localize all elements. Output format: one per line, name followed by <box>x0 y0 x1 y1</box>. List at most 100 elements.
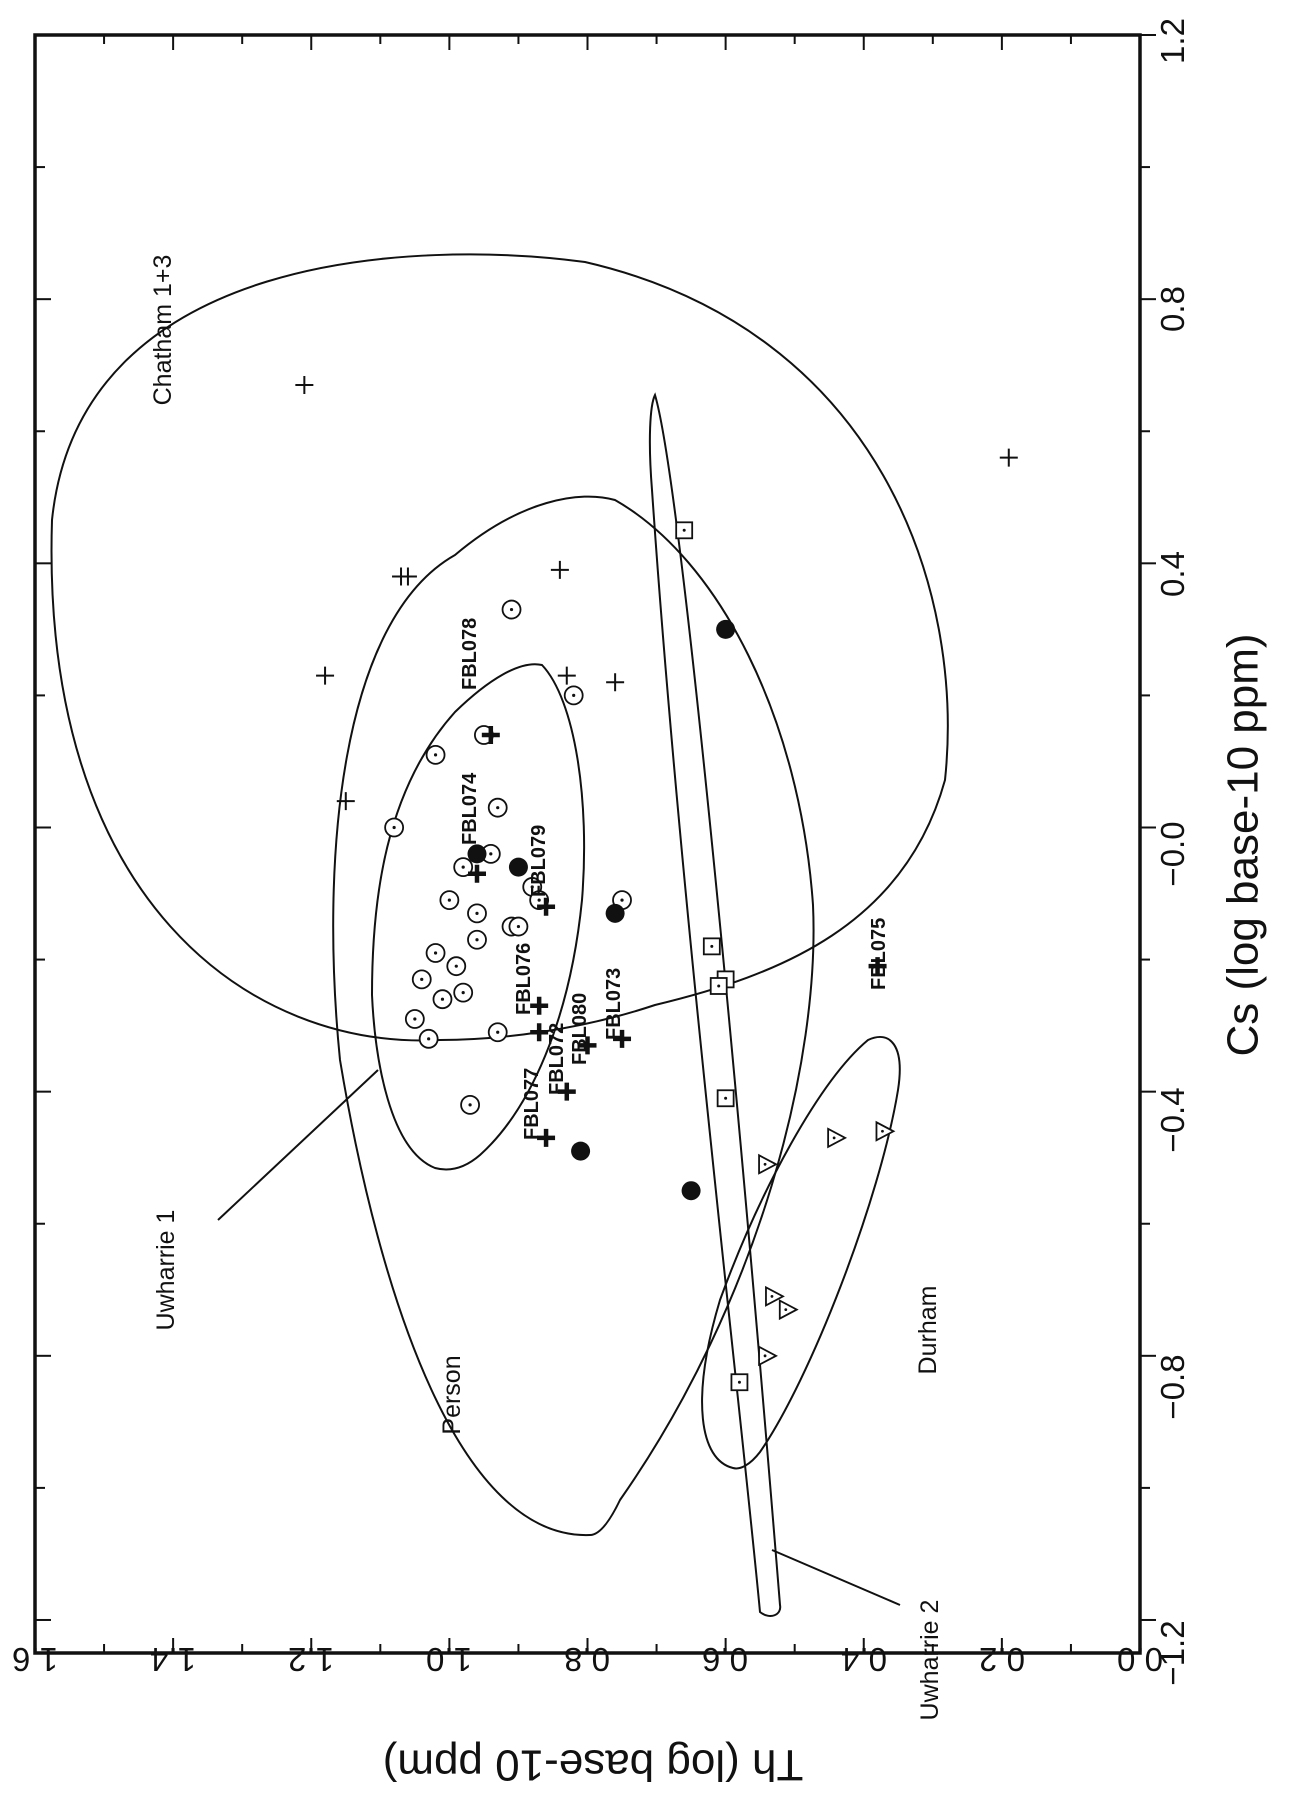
y-tick-label: 0.4 <box>1154 551 1191 597</box>
data-point-dotted-square <box>675 521 694 540</box>
data-point-dotted-square <box>730 1373 749 1392</box>
data-point-plus <box>606 673 625 692</box>
data-point-plus <box>316 666 335 685</box>
data-point-plus <box>398 567 417 586</box>
region-label-person: Person <box>438 1355 466 1434</box>
data-point-dotted-triangle <box>778 1299 799 1321</box>
sample-label: FBL077 <box>521 1068 543 1140</box>
data-point-dotted-circle <box>563 685 584 706</box>
data-point-dotted-square <box>702 937 721 956</box>
data-point-bold-plus <box>530 1023 549 1042</box>
data-point-bold-plus <box>468 864 486 883</box>
region-ellipses <box>50 253 949 1617</box>
data-point-bold-plus <box>530 996 549 1015</box>
y-axis-title: Cs (log base-10 ppm) <box>1219 633 1268 1056</box>
y-tick-label: −0.0 <box>1154 821 1191 886</box>
region-label-chatham: Chatham 1+3 <box>149 255 177 406</box>
x-tick-label: 1.0 <box>426 1641 472 1678</box>
data-point-dotted-circle <box>467 929 487 950</box>
data-point-dotted-square <box>716 1089 735 1108</box>
data-point-dotted-triangle <box>875 1120 896 1142</box>
x-axis-title: Th (log base-10 ppm) <box>383 1741 804 1790</box>
data-point-bold-plus <box>557 1082 576 1101</box>
data-point-dotted-circle <box>446 956 467 977</box>
sample-label: FBL073 <box>603 968 625 1040</box>
sample-label: FBL080 <box>569 993 591 1065</box>
data-point-bold-plus <box>868 957 887 976</box>
x-tick-label: 0.0 <box>1117 1641 1163 1678</box>
data-point-filled-circle <box>571 1141 591 1161</box>
y-tick-label: −0.8 <box>1154 1354 1191 1419</box>
sample-label: FBL074 <box>459 772 481 845</box>
x-tick-label: 1.2 <box>288 1641 334 1678</box>
data-point-bold-plus <box>537 897 556 916</box>
data-point-dotted-triangle <box>758 1153 778 1175</box>
sample-label: FBL076 <box>513 943 535 1015</box>
y-tick-label: 0.8 <box>1154 286 1191 332</box>
sample-label: FBL079 <box>528 825 550 897</box>
data-point-dotted-circle <box>460 1094 480 1115</box>
region-label-durham: Durham <box>914 1286 942 1375</box>
data-point-filled-circle <box>681 1181 701 1201</box>
data-point-bold-plus <box>578 1036 597 1055</box>
x-tick-labels: 0.0 0.2 0.4 0.6 0.8 1.0 1.2 1.4 1.6 <box>12 1641 1163 1678</box>
data-point-plus <box>336 792 355 811</box>
data-point-bold-plus <box>481 726 500 745</box>
sample-label: FBL078 <box>459 618 481 690</box>
data-point-plus <box>999 448 1018 467</box>
data-point-dotted-circle <box>467 903 487 924</box>
data-point-dotted-circle <box>453 857 474 878</box>
region-labels: Chatham 1+3 Person Uwharrie 1 Uwharrie 2… <box>149 255 944 1721</box>
sample-labels: FBL078 FBL074 FBL079 FBL076 FBL073 FBL08… <box>459 618 890 1140</box>
x-tick-label: 0.4 <box>841 1641 887 1678</box>
data-point-bold-plus <box>613 1029 632 1048</box>
y-tick-label: −1.2 <box>1154 1620 1191 1685</box>
data-point-dotted-circle <box>487 1022 508 1043</box>
data-point-dotted-triangle <box>765 1285 785 1307</box>
region-label-uwharrie1: Uwharrie 1 <box>152 1210 180 1331</box>
data-point-filled-circle <box>467 844 487 864</box>
data-point-plus <box>295 376 314 395</box>
data-point-filled-circle <box>605 903 625 923</box>
data-point-dotted-circle <box>418 1028 439 1049</box>
region-label-uwharrie2: Uwharrie 2 <box>916 1600 944 1721</box>
plot-frame <box>33 33 1142 1655</box>
data-point-plus <box>557 666 576 685</box>
ellipse-uwharrie1 <box>370 663 586 1171</box>
x-tick-label: 1.6 <box>12 1641 58 1678</box>
data-point-dotted-circle <box>411 969 432 990</box>
data-point-dotted-triangle <box>758 1345 778 1367</box>
data-point-filled-circle <box>508 857 528 877</box>
data-point-dotted-circle <box>384 817 405 838</box>
uwharrie1-leader <box>217 1069 379 1221</box>
data-point-dotted-circle <box>425 943 446 963</box>
uwharrie2-leader <box>771 1549 901 1606</box>
x-tick-label: 0.8 <box>564 1641 610 1678</box>
tick-marks <box>34 34 1156 1653</box>
data-point-filled-circle <box>716 619 736 639</box>
x-tick-label: 1.4 <box>150 1641 196 1678</box>
data-point-dotted-square <box>709 977 728 995</box>
y-tick-label: −0.4 <box>1154 1087 1191 1152</box>
ellipse-person <box>332 495 815 1537</box>
data-point-dotted-circle <box>404 1009 425 1029</box>
sample-label: FBL072 <box>546 1023 568 1095</box>
data-point-dotted-circle <box>453 982 474 1003</box>
data-point-plus <box>550 560 569 579</box>
data-point-dotted-triangle <box>827 1127 848 1149</box>
data-point-dotted-circle <box>439 890 460 911</box>
x-tick-label: 0.2 <box>979 1641 1025 1678</box>
y-tick-labels: −1.2 −0.8 −0.4 −0.0 0.4 0.8 1.2 <box>1154 18 1191 1686</box>
sample-label: FBL075 <box>868 918 890 990</box>
ellipse-uwharrie2 <box>648 392 782 1617</box>
ellipse-durham <box>701 1036 901 1470</box>
data-point-bold-plus <box>537 1128 556 1147</box>
leader-lines <box>217 1069 901 1606</box>
data-point-dotted-circle <box>432 989 453 1010</box>
data-point-dotted-circle <box>425 744 446 765</box>
y-tick-label: 1.2 <box>1154 18 1191 64</box>
x-tick-label: 0.6 <box>702 1641 748 1678</box>
data-point-dotted-circle <box>487 797 508 818</box>
data-point-dotted-circle <box>508 916 529 937</box>
